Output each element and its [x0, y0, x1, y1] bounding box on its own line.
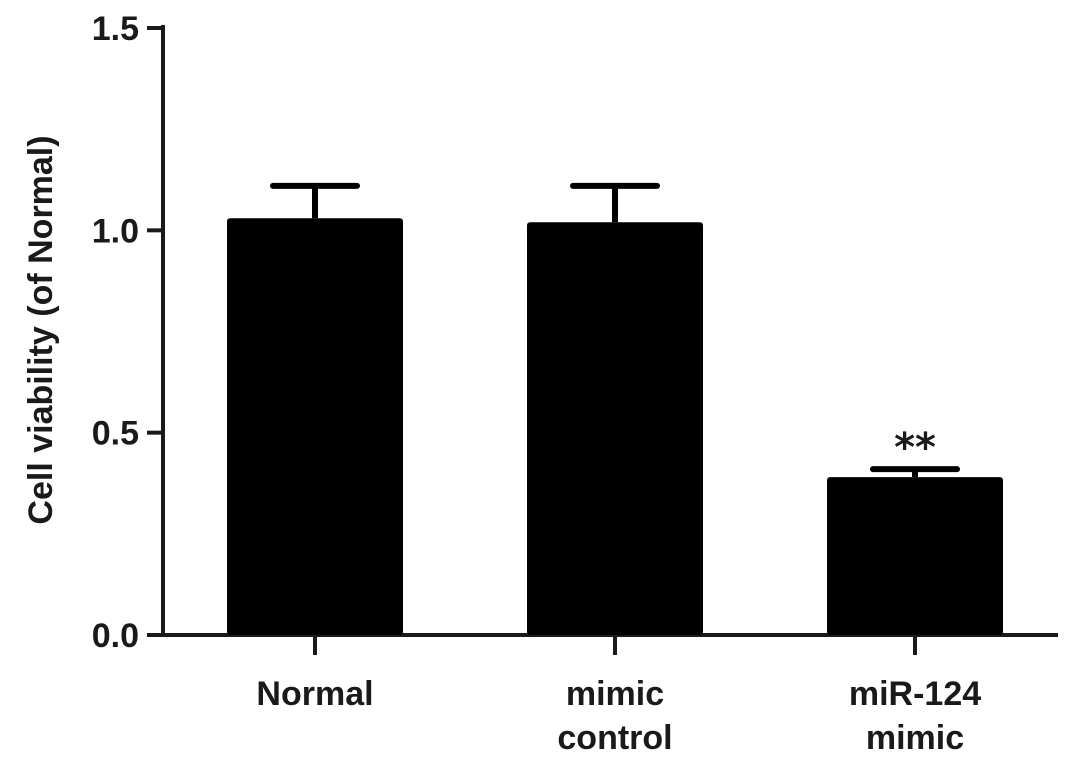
bar: [227, 218, 403, 635]
bars: **: [227, 182, 1003, 636]
y-tick-label: 1.5: [92, 10, 139, 48]
x-tick-labels: Normal mimic control miR-124 mimic: [256, 635, 981, 757]
x-tick-label: mimic: [566, 675, 664, 713]
bar: [527, 222, 703, 636]
y-tick-label: 0.5: [92, 415, 139, 453]
y-tick-label: 1.0: [92, 212, 139, 250]
x-tick-label: Normal: [256, 675, 373, 713]
significance-label: **: [894, 425, 936, 471]
y-tick-label: 0.0: [92, 617, 139, 655]
bar: [827, 477, 1003, 635]
y-axis-title: Cell viability (of Normal): [22, 135, 60, 524]
x-tick-label: miR-124: [849, 675, 981, 713]
x-tick-label: control: [557, 719, 672, 757]
y-ticks: 0.0 0.5 1.0 1.5: [92, 10, 163, 655]
x-tick-label: mimic: [866, 719, 964, 757]
